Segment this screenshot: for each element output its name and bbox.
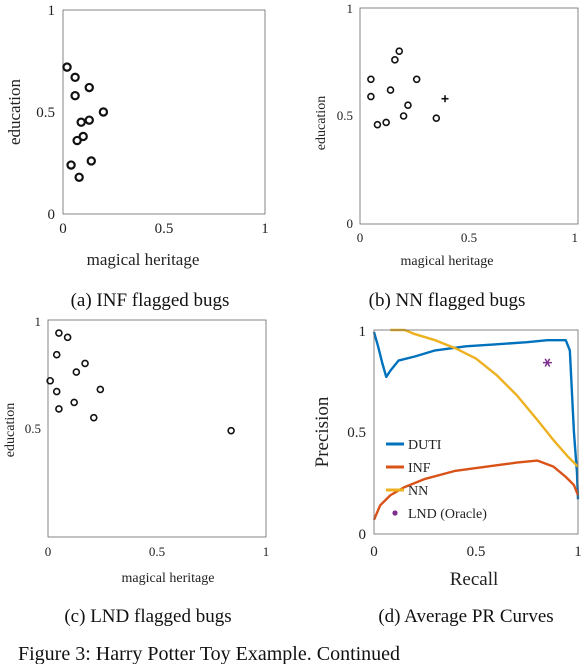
panel-b-point-0	[367, 75, 375, 84]
panel-b-ytick-0.5: 0.5	[337, 108, 353, 123]
panel-d-axes-box	[373, 329, 579, 535]
panel-a-point-0	[62, 62, 72, 72]
panel-b-point-3	[391, 56, 399, 64]
panel-c-point-1	[63, 333, 72, 342]
panel-d-caption: (d) Average PR Curves	[378, 606, 553, 627]
panel-b-point-9	[373, 120, 382, 129]
panel-c-lnd-scatter: 0 0.5 1 0.5 1 magical heritage education…	[3, 314, 269, 627]
panel-b-xtick-0: 0	[357, 230, 364, 245]
panel-b-plus-point-0	[441, 95, 449, 103]
panel-b-ytick-1: 1	[347, 1, 354, 16]
panel-c-point-6	[52, 387, 61, 396]
panel-d-xtick-1: 1	[574, 544, 582, 560]
panel-a-ytick-1: 1	[48, 3, 56, 19]
legend-label-lnd-oracle: LND (Oracle)	[408, 507, 487, 522]
panel-d-ytick-1: 1	[359, 324, 367, 340]
panel-d-ytick-0.5: 0.5	[347, 425, 366, 441]
panel-b-caption: (b) NN flagged bugs	[369, 290, 526, 311]
panel-a-point-8	[72, 135, 82, 146]
legend-label-duti: DUTI	[408, 438, 442, 453]
panel-c-point-4	[72, 368, 81, 376]
panel-b-point-1	[367, 92, 375, 101]
panel-b-point-4	[395, 47, 404, 56]
panel-a-ytick-0.5: 0.5	[36, 105, 55, 121]
panel-c-xtick-1: 1	[263, 544, 270, 559]
panel-c-point-8	[70, 398, 78, 407]
panel-c-point-2	[52, 350, 61, 359]
panel-a-point-7	[78, 131, 88, 142]
panel-a-xtick-0: 0	[59, 221, 67, 237]
panel-c-ytick-0.5: 0.5	[25, 421, 41, 436]
panel-b-point-2	[386, 86, 395, 94]
panel-b-point-10	[432, 114, 441, 122]
panel-d-xtick-0: 0	[370, 544, 378, 560]
panel-d-legend: DUTI INF NN LND (Oracle)	[386, 438, 487, 522]
panel-a-point-3	[84, 82, 94, 93]
panel-c-axes-box	[47, 319, 267, 538]
series-lnd-oracle-point-0	[542, 358, 552, 367]
panel-a-xlabel: magical heritage	[87, 250, 200, 269]
series-line-inf	[372, 459, 580, 521]
panel-c-point-10	[89, 413, 98, 422]
panel-d-ytick-0: 0	[359, 527, 367, 543]
legend-label-nn: NN	[408, 484, 428, 499]
panel-a-ylabel: education	[5, 78, 24, 145]
panel-c-ylabel: education	[3, 403, 18, 457]
panel-c-point-0	[55, 329, 63, 337]
panel-b-point-5	[412, 75, 421, 84]
panel-c-xlabel: magical heritage	[122, 571, 215, 586]
panel-a-point-9	[66, 160, 76, 170]
panel-a-inf-scatter: 0 0.5 1 0 0.5 1 magical heritage educati…	[5, 3, 269, 311]
panel-a-point-2	[70, 90, 80, 101]
panel-b-axes-box	[359, 7, 579, 225]
panel-b-point-7	[399, 112, 408, 120]
panel-c-point-11	[227, 426, 235, 435]
panel-a-caption: (a) INF flagged bugs	[71, 290, 230, 311]
panel-a-ytick-0: 0	[48, 207, 56, 223]
panel-b-points	[367, 47, 449, 129]
panel-a-point-5	[76, 117, 86, 127]
panel-d-xtick-0.5: 0.5	[467, 544, 486, 560]
panel-a-point-4	[98, 107, 109, 117]
legend-label-inf: INF	[408, 461, 431, 476]
panel-a-axes-box	[62, 9, 266, 215]
panel-b-ytick-0: 0	[347, 216, 354, 231]
panel-d-pr-curves: 0 0.5 1 0 0.5 1 Recall Precision DUTI IN…	[312, 324, 582, 627]
panel-b-xlabel: magical heritage	[401, 254, 494, 269]
panel-c-xtick-0: 0	[45, 544, 52, 559]
panel-a-point-11	[74, 172, 84, 182]
panel-b-ylabel: education	[314, 96, 329, 150]
panel-d-ylabel: Precision	[312, 396, 333, 467]
panel-c-ytick-1: 1	[35, 314, 42, 329]
panel-a-point-6	[84, 115, 94, 125]
series-line-duti	[372, 331, 580, 500]
panel-d-xlabel: Recall	[450, 569, 499, 590]
panel-a-point-1	[70, 72, 80, 83]
panel-c-points	[46, 329, 235, 435]
panel-a-xtick-1: 1	[261, 221, 269, 237]
series-line-nn	[390, 328, 579, 468]
panel-a-point-10	[86, 156, 96, 166]
panel-c-caption: (c) LND flagged bugs	[64, 606, 231, 627]
figure-caption: Figure 3: Harry Potter Toy Example. Cont…	[18, 643, 400, 664]
panel-a-xtick-0.5: 0.5	[155, 221, 174, 237]
panel-c-point-7	[96, 385, 105, 394]
panel-c-point-5	[46, 376, 54, 385]
panel-b-xtick-0.5: 0.5	[461, 230, 477, 245]
panel-b-nn-scatter: 0 0.5 1 0 0.5 1 magical heritage educati…	[314, 1, 579, 311]
panel-d-series	[372, 328, 580, 521]
panel-c-xtick-0.5: 0.5	[149, 544, 165, 559]
panel-b-xtick-1: 1	[572, 230, 579, 245]
legend-marker-lnd-oracle	[392, 510, 398, 516]
panel-c-point-9	[55, 405, 63, 413]
panel-b-point-8	[382, 118, 390, 127]
panel-c-point-3	[81, 359, 89, 368]
panel-a-points	[62, 62, 109, 182]
panel-b-point-6	[404, 101, 412, 109]
